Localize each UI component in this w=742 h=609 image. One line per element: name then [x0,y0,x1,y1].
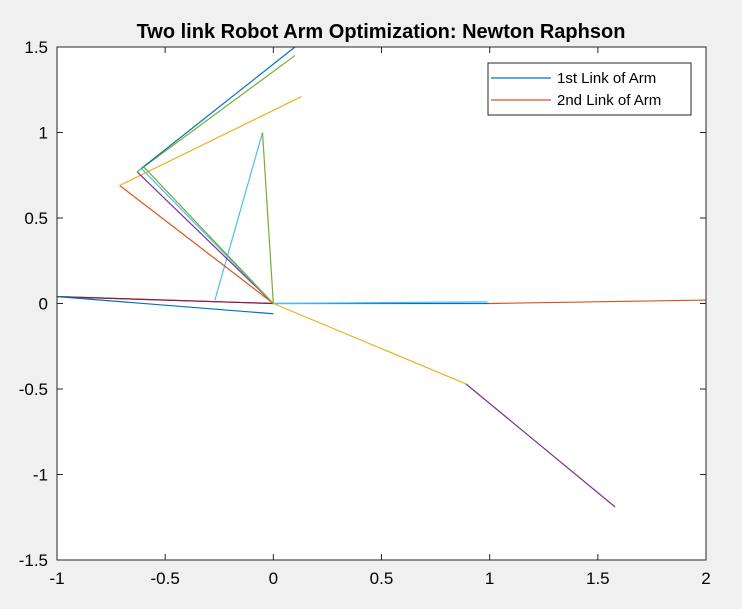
y-tick-label: -0.5 [19,380,48,399]
series-line-13 [136,171,274,304]
series-line-16 [140,47,296,169]
x-tick-label: 1 [485,569,494,588]
x-tick-label: 2 [701,569,710,588]
x-tick-label: 1.5 [586,569,610,588]
y-tick-label: 1 [39,124,48,143]
series-line-8 [465,383,616,508]
series-line-4 [57,296,274,305]
legend-box [487,62,692,116]
y-tick-label: 0 [39,295,48,314]
series-line-6 [273,301,488,305]
series-line-5 [57,296,274,315]
legend-label: 2nd Link of Arm [557,92,661,109]
series-layer [57,47,706,508]
x-tick-label: -0.5 [151,569,180,588]
series-line-9 [214,132,264,301]
series-line-11 [119,185,274,304]
chart-title: Two link Robot Arm Optimization: Newton … [137,21,626,43]
y-tick-label: 1.5 [24,38,48,57]
legend-label: 1st Link of Arm [557,70,656,87]
ticks-layer: -1 -0.5 0 0.5 1 1.5 2-1.5-1-0.500.511.5 [19,38,711,588]
series-line-10 [261,132,274,304]
series-line-17 [143,166,274,304]
y-tick-label: 0.5 [24,209,48,228]
legend: 1st Link of Arm 2nd Link of Arm [487,62,692,116]
x-tick-label: 0 [269,569,278,588]
y-tick-label: -1 [33,466,48,485]
x-tick-label: -1 [49,569,64,588]
x-tick-label: 0.5 [370,569,394,588]
y-tick-label: -1.5 [19,551,48,570]
series-line-12 [119,96,302,187]
series-line-14 [136,55,296,173]
series-line-2 [489,299,706,305]
series-line-7 [273,302,467,385]
